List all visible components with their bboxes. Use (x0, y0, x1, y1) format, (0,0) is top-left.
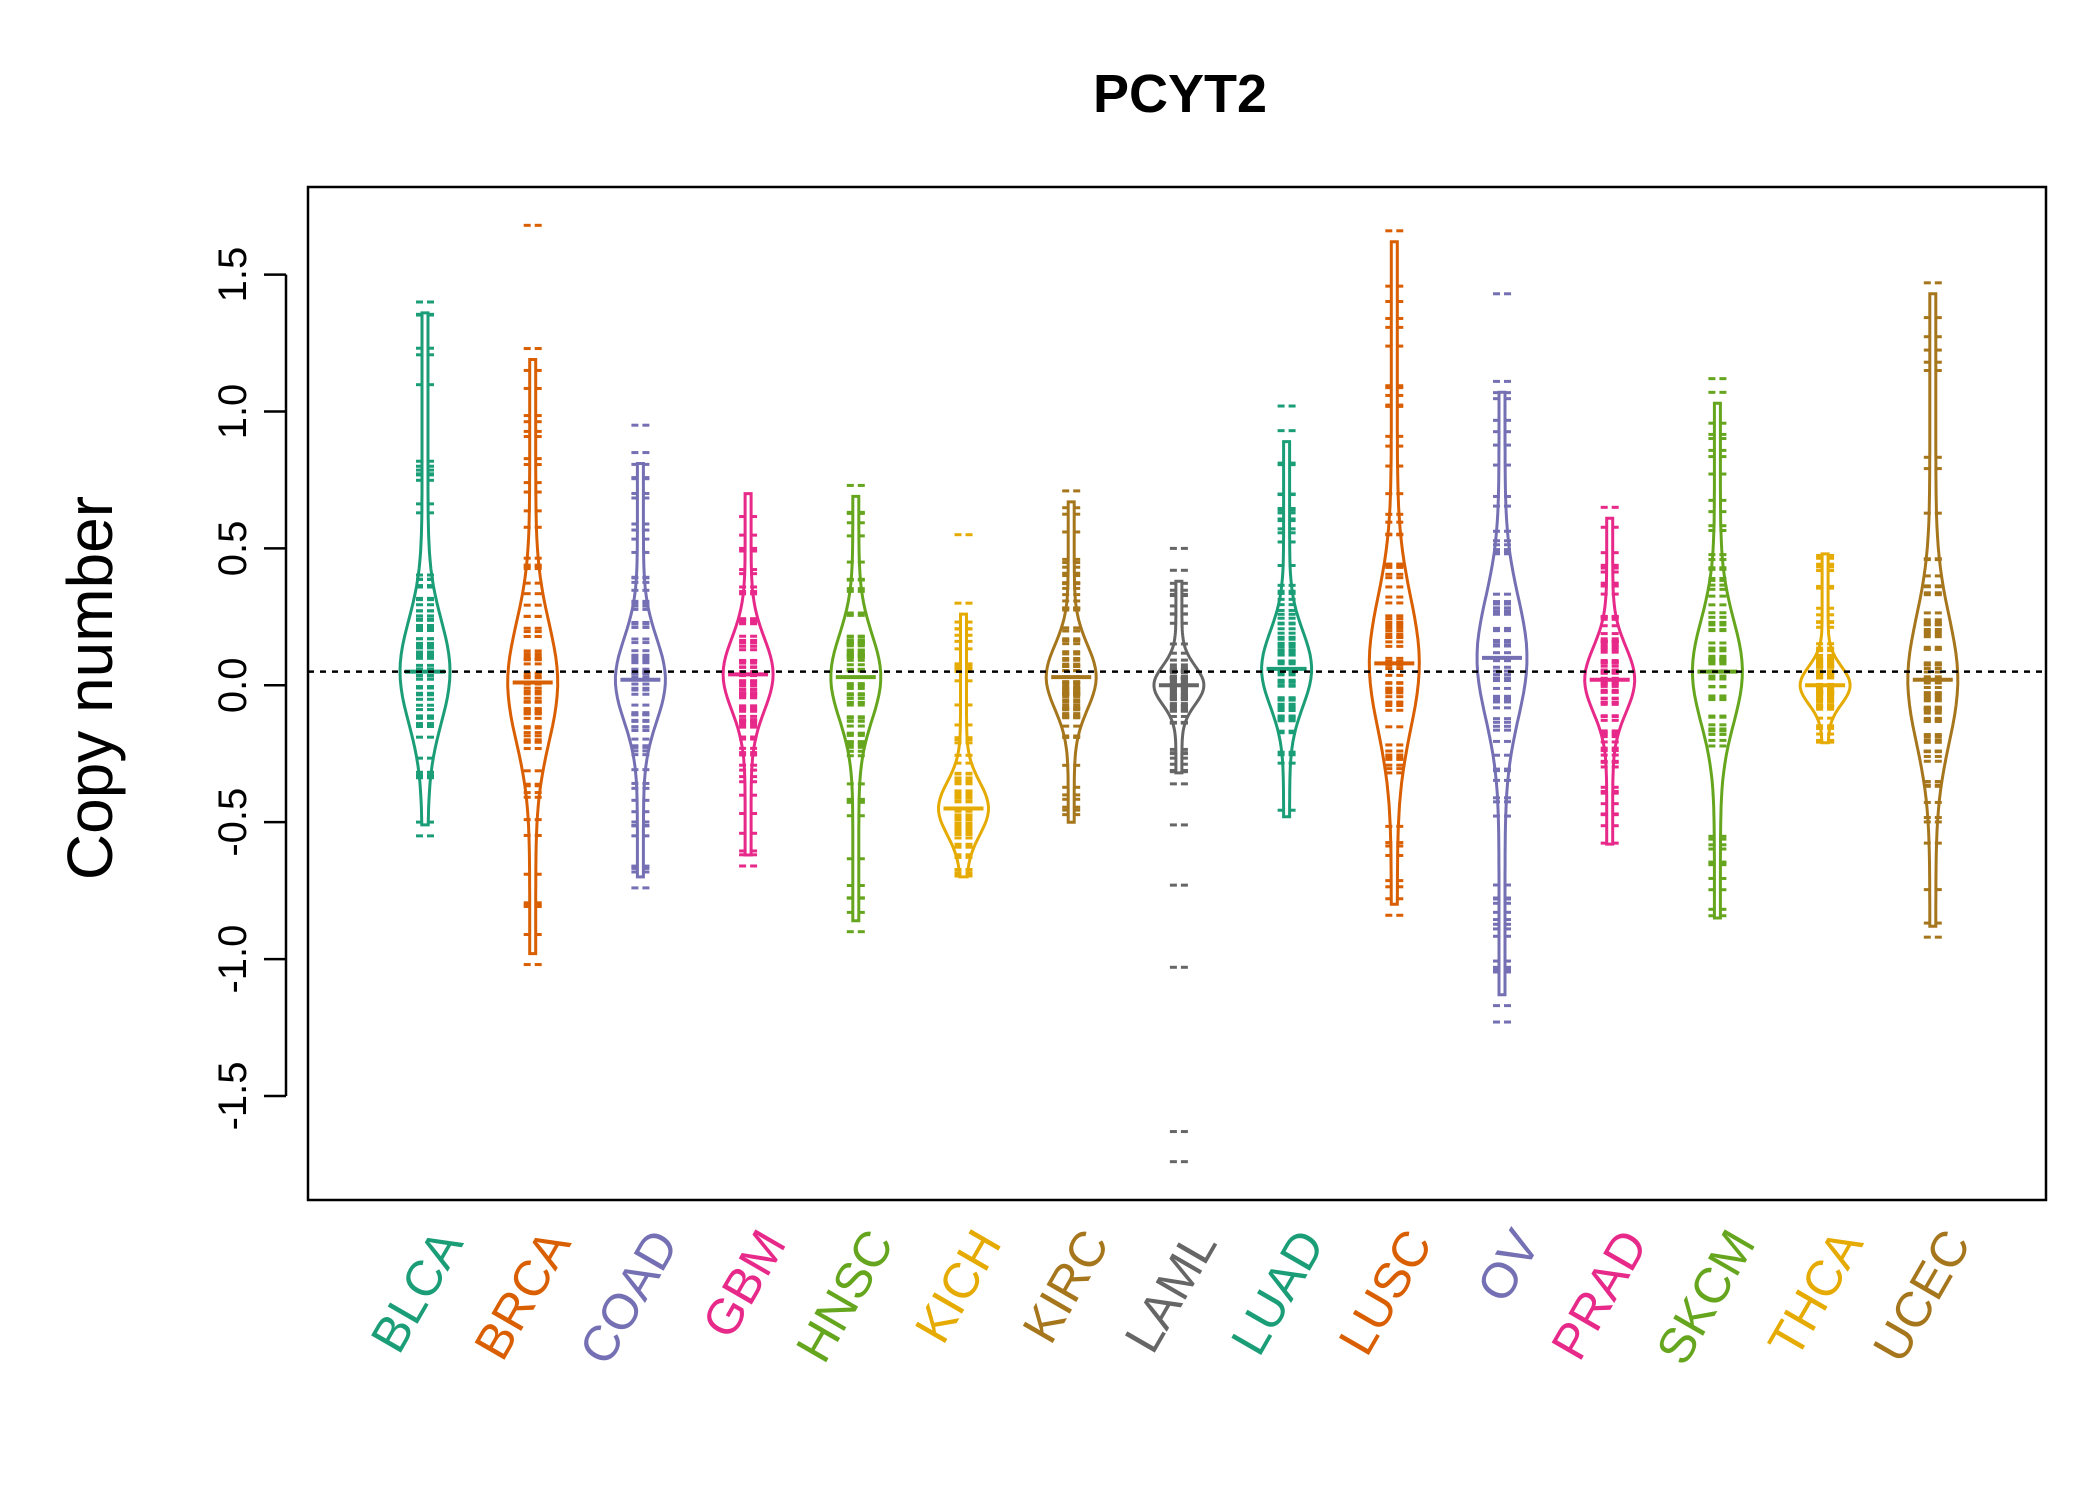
bean-density (1906, 292, 1960, 928)
y-tick-label: 0.0 (211, 657, 255, 713)
x-tick-label: LUSC (1328, 1221, 1443, 1365)
x-tick-label: OV (1466, 1220, 1551, 1311)
bean-prad (1583, 505, 1637, 846)
bean-kich (936, 533, 991, 879)
x-tick-label: UCEC (1862, 1221, 1981, 1372)
y-tick-label: -1.5 (211, 1061, 255, 1130)
bean-skcm (1690, 377, 1744, 920)
bean-gbm (721, 492, 775, 868)
x-tick-label: THCA (1757, 1220, 1874, 1366)
y-tick-label: 0.5 (211, 521, 255, 577)
bean-density (1475, 390, 1529, 997)
x-tick-label: PRAD (1540, 1221, 1658, 1369)
bean-density (829, 494, 883, 923)
y-tick-label: -1.0 (211, 925, 255, 994)
bean-layer (398, 223, 1960, 1164)
bean-density (1044, 500, 1098, 824)
bean-ov (1475, 292, 1529, 1024)
x-tick-label: HNSC (785, 1221, 904, 1372)
bean-density (1367, 240, 1421, 906)
bean-blca (398, 300, 452, 838)
bean-density (506, 358, 560, 956)
bean-density (1690, 401, 1744, 920)
bean-density (1260, 440, 1314, 819)
x-tick-label: LAML (1114, 1221, 1228, 1362)
bean-density (1798, 552, 1852, 745)
bean-density (1152, 579, 1206, 775)
x-tick-label: BLCA (360, 1220, 474, 1362)
bean-coad (613, 423, 667, 890)
x-tick-label: KICH (904, 1221, 1012, 1352)
x-tick-label: COAD (568, 1221, 689, 1374)
bean-lusc (1367, 229, 1421, 917)
bean-thca (1798, 552, 1852, 745)
bean-luad (1260, 404, 1314, 819)
x-tick-label: SKCM (1645, 1221, 1766, 1374)
x-tick-label: BRCA (463, 1220, 581, 1369)
y-axis-label: Copy number (54, 496, 126, 880)
bean-laml (1152, 546, 1206, 1164)
x-tick-label: GBM (691, 1221, 796, 1348)
bean-density (613, 462, 667, 879)
x-tick-label: KIRC (1012, 1221, 1120, 1352)
y-tick-label: 1.0 (211, 384, 255, 440)
bean-density (936, 612, 991, 879)
bean-density (398, 311, 452, 827)
chart-title: PCYT2 (1093, 64, 1267, 124)
bean-hnsc (829, 483, 883, 934)
bean-ucec (1906, 281, 1960, 939)
x-tick-label: LUAD (1220, 1221, 1335, 1365)
bean-brca (506, 223, 560, 967)
plot-frame (306, 185, 2048, 1202)
bean-kirc (1044, 489, 1098, 824)
y-axis: -1.5 -1.0 -0.5 0.0 0.5 1.0 1.5 (211, 247, 288, 1130)
y-tick-label: 1.5 (211, 247, 255, 303)
y-tick-label: -0.5 (211, 788, 255, 857)
